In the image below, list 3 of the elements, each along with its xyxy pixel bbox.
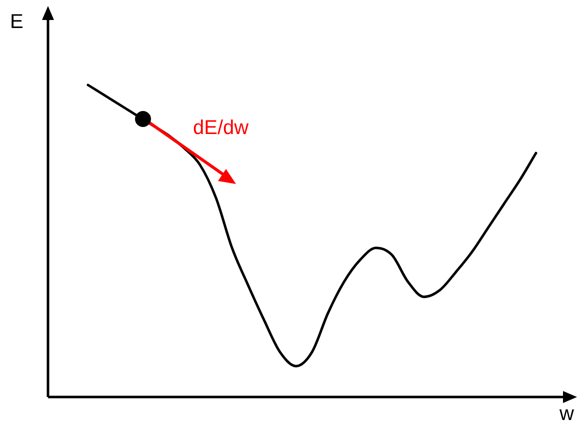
annotation: dE/dw bbox=[193, 117, 250, 139]
y-axis-title: E bbox=[10, 11, 24, 33]
x-axis-title: w bbox=[558, 403, 575, 425]
